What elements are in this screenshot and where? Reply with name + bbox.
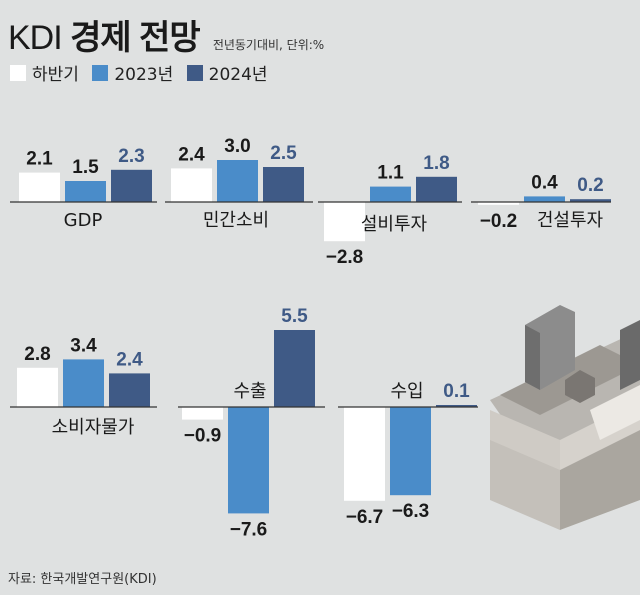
page-title: KDI 경제 전망 — [8, 10, 201, 59]
category-label-2: 설비투자 — [361, 214, 428, 235]
money-illustration — [490, 305, 640, 530]
data-label-0-0: 2.1 — [26, 149, 53, 170]
data-label-4-1: 3.4 — [70, 335, 97, 356]
legend-swatch-h2 — [10, 64, 26, 81]
bar-5-1 — [228, 407, 269, 514]
title-main: 경제 전망 — [70, 19, 201, 57]
bar-1-1 — [217, 160, 258, 202]
bar-5-0 — [182, 407, 223, 420]
bar-6-0 — [344, 407, 385, 501]
legend-item-h2: 하반기 — [10, 60, 79, 85]
data-label-6-0: −6.7 — [346, 507, 384, 528]
bar-3-0 — [478, 202, 519, 205]
data-label-5-0: −0.9 — [184, 426, 222, 447]
bar-2-2 — [416, 176, 457, 202]
data-label-2-2: 1.8 — [423, 153, 449, 174]
category-label-4: 소비자물가 — [52, 417, 135, 438]
legend-label-2024: 2024년 — [208, 65, 268, 85]
bar-4-1 — [63, 359, 104, 407]
bar-4-0 — [17, 367, 58, 407]
data-label-3-1: 0.4 — [531, 172, 558, 193]
bar-3-2 — [570, 199, 611, 202]
data-label-2-0: −2.8 — [326, 247, 364, 268]
category-label-6: 수입 — [390, 381, 423, 402]
data-label-5-2: 5.5 — [281, 306, 308, 327]
bar-0-0 — [19, 172, 60, 202]
bar-4-2 — [109, 373, 150, 407]
source-note: 자료: 한국개발연구원(KDI) — [8, 572, 157, 587]
data-label-1-1: 3.0 — [224, 136, 250, 157]
data-label-5-1: −7.6 — [230, 519, 268, 540]
title-row: KDI 경제 전망 전년동기대비, 단위:% — [8, 10, 325, 57]
category-label-3: 건설투자 — [537, 210, 604, 231]
category-label-0: GDP — [64, 210, 103, 231]
bar-6-2 — [436, 405, 477, 407]
legend-label-h2: 하반기 — [32, 65, 79, 85]
category-label-1: 민간소비 — [203, 210, 269, 231]
data-label-2-1: 1.1 — [377, 163, 404, 184]
data-label-6-1: −6.3 — [392, 501, 430, 522]
data-label-1-2: 2.5 — [270, 143, 297, 164]
data-label-6-2: 0.1 — [443, 381, 470, 402]
legend-swatch-2023 — [92, 64, 109, 81]
subtitle: 전년동기대비, 단위:% — [212, 38, 325, 52]
bar-3-1 — [524, 196, 565, 202]
bar-1-2 — [263, 167, 304, 202]
data-label-4-0: 2.8 — [24, 344, 50, 365]
category-label-5: 수출 — [233, 381, 266, 402]
panels: 2.1 1.5 2.3 GDP 2.4 3.0 2.5 민간소비 −2.8 1.1 1.8 설비투자 −… — [10, 136, 611, 540]
data-label-0-1: 1.5 — [72, 157, 99, 178]
data-label-3-0: −0.2 — [480, 211, 518, 232]
bar-6-1 — [390, 407, 431, 496]
data-label-3-2: 0.2 — [577, 175, 603, 196]
title-prefix: KDI — [8, 19, 63, 57]
data-label-0-2: 2.3 — [118, 146, 144, 167]
data-label-1-0: 2.4 — [178, 144, 205, 165]
legend-item-2024: 2024년 — [186, 60, 268, 85]
data-label-4-2: 2.4 — [116, 349, 143, 370]
bar-0-1 — [65, 181, 106, 202]
legend-label-2023: 2023년 — [114, 65, 174, 85]
bar-1-0 — [171, 168, 212, 202]
legend-swatch-2024 — [186, 64, 203, 81]
bar-2-1 — [370, 186, 411, 202]
legend-item-2023: 2023년 — [92, 60, 173, 85]
bar-2-0 — [324, 202, 365, 242]
bar-0-2 — [111, 169, 152, 202]
bar-5-2 — [274, 330, 315, 407]
legend: 하반기 2023년 2024년 — [10, 60, 276, 85]
